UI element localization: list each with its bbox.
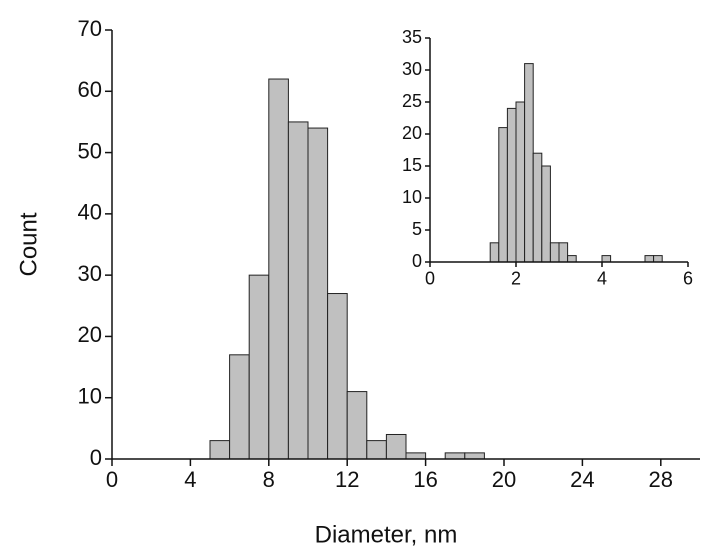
bar bbox=[532, 152, 543, 263]
x-tick-label: 2 bbox=[511, 268, 521, 288]
y-axis-label: Count bbox=[15, 212, 42, 276]
bar bbox=[307, 127, 329, 460]
y-tick-label: 30 bbox=[402, 59, 422, 79]
bar bbox=[209, 440, 231, 460]
y-tick-label: 50 bbox=[78, 138, 102, 163]
y-tick-label: 20 bbox=[78, 322, 102, 347]
bar bbox=[524, 63, 534, 263]
bar bbox=[248, 274, 270, 460]
bar bbox=[385, 433, 407, 460]
bar bbox=[506, 107, 517, 263]
bar bbox=[567, 255, 577, 263]
y-tick-label: 0 bbox=[90, 445, 102, 470]
x-tick-label: 6 bbox=[683, 268, 693, 288]
bar bbox=[549, 242, 560, 263]
y-tick-label: 60 bbox=[78, 77, 102, 102]
x-tick-label: 16 bbox=[413, 467, 437, 492]
x-tick-label: 0 bbox=[106, 467, 118, 492]
bar bbox=[405, 452, 427, 460]
x-tick-label: 4 bbox=[184, 467, 196, 492]
y-tick-label: 35 bbox=[402, 27, 422, 47]
y-tick-label: 0 bbox=[412, 251, 422, 271]
y-tick-label: 15 bbox=[402, 155, 422, 175]
bar bbox=[601, 255, 612, 263]
bar bbox=[644, 255, 655, 263]
bar bbox=[498, 127, 508, 263]
y-tick-label: 20 bbox=[402, 123, 422, 143]
y-tick-label: 30 bbox=[78, 261, 102, 286]
bar bbox=[229, 354, 250, 460]
y-tick-label: 70 bbox=[78, 16, 102, 41]
x-tick-label: 12 bbox=[335, 467, 359, 492]
bar bbox=[268, 78, 289, 460]
bar bbox=[346, 391, 368, 460]
x-tick-label: 20 bbox=[492, 467, 516, 492]
bar bbox=[558, 242, 569, 263]
x-tick-label: 0 bbox=[425, 268, 435, 288]
x-tick-label: 28 bbox=[649, 467, 673, 492]
x-tick-label: 4 bbox=[597, 268, 607, 288]
y-tick-label: 40 bbox=[78, 200, 102, 225]
bar bbox=[464, 452, 485, 460]
x-tick-label: 24 bbox=[570, 467, 594, 492]
y-tick-label: 10 bbox=[78, 384, 102, 409]
bar bbox=[653, 255, 663, 263]
x-axis-label: Diameter, nm bbox=[315, 521, 458, 548]
bar bbox=[489, 242, 500, 263]
y-tick-label: 5 bbox=[412, 219, 422, 239]
y-tick-label: 10 bbox=[402, 187, 422, 207]
bar bbox=[287, 121, 309, 460]
bar bbox=[444, 452, 466, 460]
bar bbox=[541, 165, 551, 263]
bar bbox=[515, 101, 526, 263]
bar bbox=[327, 293, 348, 460]
x-tick-label: 8 bbox=[263, 467, 275, 492]
bar bbox=[366, 440, 387, 460]
y-tick-label: 25 bbox=[402, 91, 422, 111]
